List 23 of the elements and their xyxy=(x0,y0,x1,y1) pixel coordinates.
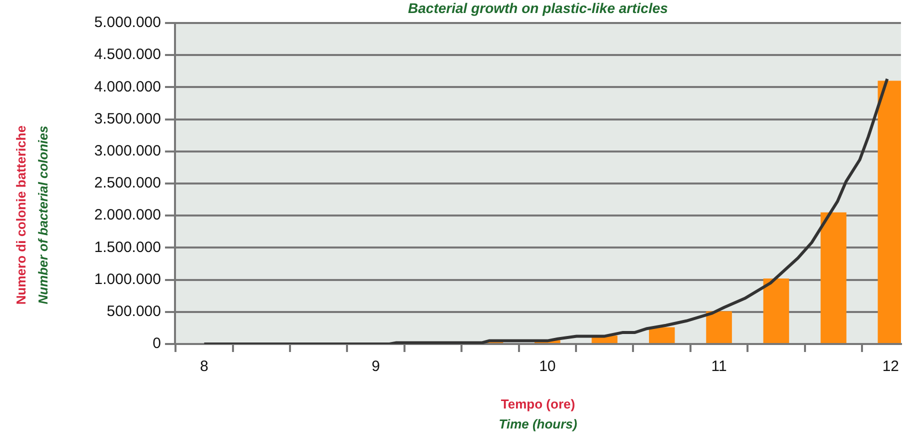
y-tick-label: 3.000.000 xyxy=(94,142,161,160)
y-tick-label: 2.000.000 xyxy=(94,206,161,224)
y-tick-label: 1.500.000 xyxy=(94,238,161,256)
bar xyxy=(763,278,790,343)
x-tick-label: 10 xyxy=(539,358,556,376)
x-tick-label: 8 xyxy=(200,358,208,376)
y-tick-label: 500.000 xyxy=(106,303,161,320)
x-tick-label: 11 xyxy=(711,358,727,376)
y-tick-label: 4.500.000 xyxy=(94,46,161,64)
y-tick-label: 4.000.000 xyxy=(94,78,161,96)
x-tick-label: 9 xyxy=(372,358,380,376)
bar xyxy=(820,212,846,343)
y-tick-label: 2.500.000 xyxy=(94,174,161,192)
y-tick-label: 1.000.000 xyxy=(94,270,161,288)
y-tick-label: 5.000.000 xyxy=(94,14,161,32)
y-tick-label: 0 xyxy=(152,335,161,352)
y-axis-title: Numero di colonie batteriche Number of bacterial colonies xyxy=(14,125,51,305)
bar xyxy=(706,311,732,343)
chart-title: Bacterial growth on plastic-like articles xyxy=(408,0,668,16)
bar xyxy=(648,327,675,343)
x-axis-title: Tempo (ore) Time (hours) xyxy=(498,396,578,432)
y-tick-label: 3.500.000 xyxy=(94,110,161,128)
x-tick-label: 12 xyxy=(882,358,899,376)
